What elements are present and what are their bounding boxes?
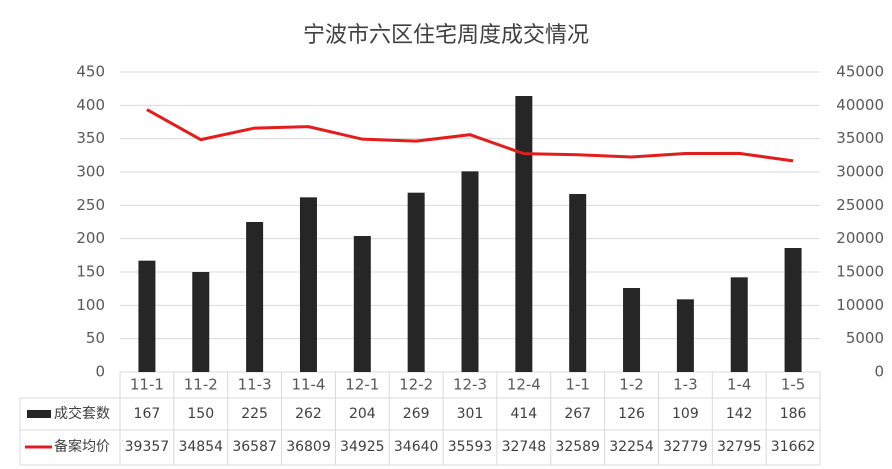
bar [784,248,802,372]
x-tick-label: 12-1 [345,376,379,394]
x-tick-label: 11-3 [238,376,272,394]
x-tick-label: 11-2 [184,376,218,394]
table-value: 186 [780,406,807,422]
x-tick-label: 1-1 [565,376,590,394]
bar [461,171,479,372]
bar [138,260,156,372]
table-value: 36809 [286,439,331,455]
bar [299,197,317,372]
bar [623,288,641,372]
line [146,108,794,163]
legend-label: 备案均价 [54,438,110,455]
y2-tick-label: 35000 [836,129,884,147]
y2-tick-label: 0 [874,363,884,381]
bar [246,222,264,372]
y-tick-label: 300 [76,163,105,181]
table-value: 34640 [394,439,439,455]
x-tick-label: 12-3 [453,376,487,394]
y-tick-label: 50 [86,329,105,347]
x-tick-label: 12-2 [399,376,433,394]
y2-tick-label: 20000 [836,229,884,247]
table-value: 34854 [178,439,223,455]
y2-tick-label: 10000 [836,296,884,314]
x-tick-label: 1-4 [727,376,752,394]
table-value: 32795 [717,439,762,455]
y2-tick-label: 30000 [836,163,884,181]
bar [353,236,371,372]
legend-label: 成交套数 [54,405,110,422]
bar [676,299,694,372]
y2-tick-label: 15000 [836,263,884,281]
table-value: 31662 [771,439,816,455]
table-value: 414 [510,406,537,422]
y-tick-label: 250 [76,196,105,214]
bar [407,192,425,372]
y-tick-label: 200 [76,229,105,247]
y-tick-label: 0 [95,363,105,381]
table-value: 109 [672,406,699,422]
table-value: 126 [618,406,645,422]
bar [730,277,748,372]
x-tick-label: 1-5 [781,376,806,394]
bar [192,272,210,372]
x-tick-label: 11-4 [291,376,325,394]
x-tick-label: 1-3 [673,376,698,394]
table-value: 225 [241,406,268,422]
x-tick-label: 1-2 [619,376,644,394]
table-value: 262 [295,406,322,422]
y2-tick-label: 40000 [836,96,884,114]
x-tick-label: 12-4 [507,376,541,394]
table-value: 150 [187,406,214,422]
table-value: 32779 [663,439,708,455]
table-value: 32254 [609,439,654,455]
legend-swatch [27,410,51,418]
y-tick-label: 350 [76,129,105,147]
table-value: 32748 [502,439,547,455]
table-value: 35593 [448,439,493,455]
table-value: 301 [457,406,484,422]
table-value: 167 [134,406,161,422]
table-value: 267 [564,406,591,422]
y2-tick-label: 45000 [836,63,884,81]
y2-tick-label: 5000 [846,329,884,347]
y-tick-label: 400 [76,96,105,114]
table-value: 204 [349,406,376,422]
x-tick-label: 11-1 [130,376,164,394]
chart-title: 宁波市六区住宅周度成交情况 [303,23,589,48]
y-tick-label: 100 [76,296,105,314]
y2-tick-label: 25000 [836,196,884,214]
table-value: 269 [403,406,430,422]
table-value: 32589 [555,439,600,455]
y-tick-label: 150 [76,263,105,281]
bar [569,194,587,372]
table-value: 39357 [125,439,170,455]
table-value: 36587 [232,439,277,455]
bar [515,96,533,372]
table-value: 142 [726,406,753,422]
table-value: 34925 [340,439,385,455]
y-tick-label: 450 [76,63,105,81]
